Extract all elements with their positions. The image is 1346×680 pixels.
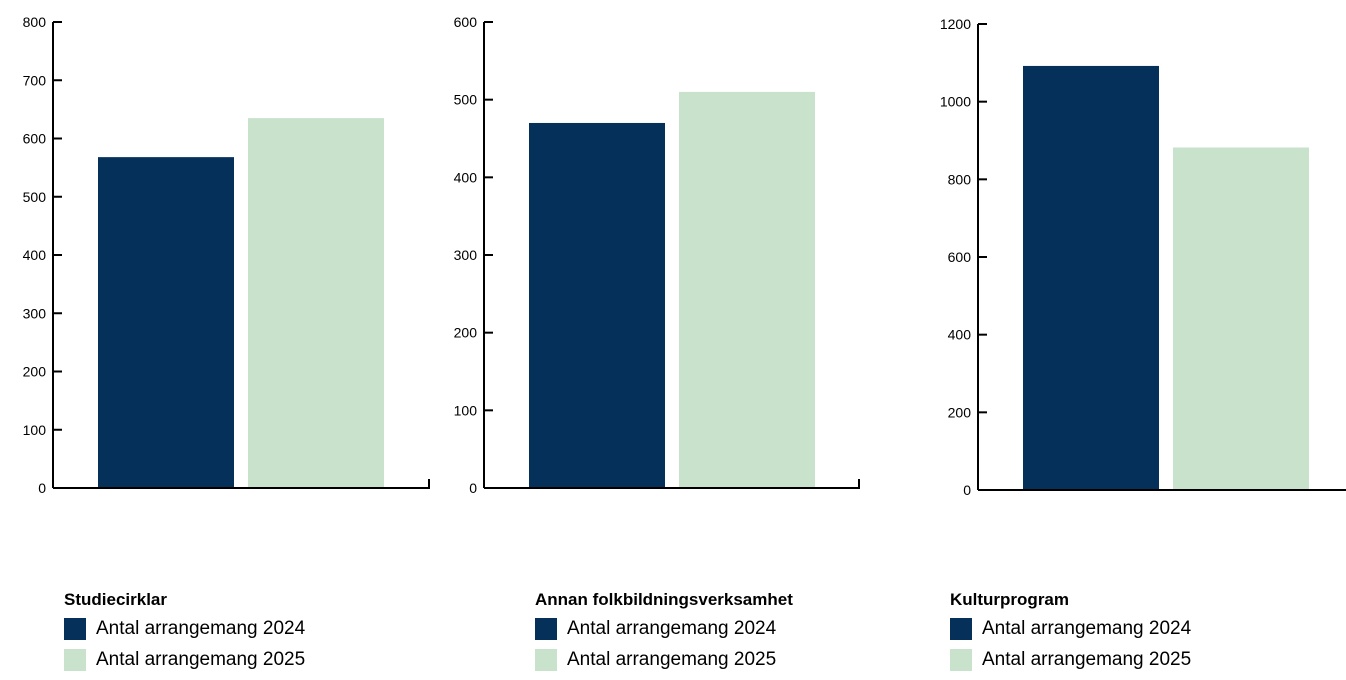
y-tick-label: 700 bbox=[23, 72, 47, 88]
y-tick-label: 100 bbox=[23, 422, 47, 438]
chart-panel-2: 0 200 400 600 800 1000 1200 bbox=[940, 16, 1346, 498]
y-tick-label: 500 bbox=[23, 189, 47, 205]
legend-item-2024: Antal arrangemang 2024 bbox=[950, 618, 1191, 640]
legend-title: Annan folkbildningsverksamhet bbox=[535, 590, 793, 609]
legend-studiecirklar: Studiecirklar Antal arrangemang 2024 Ant… bbox=[64, 590, 305, 680]
y-tick-label: 400 bbox=[454, 169, 478, 185]
y-tick-label: 400 bbox=[23, 247, 47, 263]
y-tick-label: 800 bbox=[23, 14, 47, 30]
legend-swatch-2024 bbox=[950, 618, 972, 640]
y-tick-label: 100 bbox=[454, 402, 478, 418]
bar-2025 bbox=[248, 118, 384, 489]
legend-label-2024: Antal arrangemang 2024 bbox=[96, 618, 306, 639]
legend-item-2025: Antal arrangemang 2025 bbox=[535, 649, 793, 671]
y-tick-label: 200 bbox=[948, 404, 972, 420]
y-tick-label: 600 bbox=[948, 249, 972, 265]
legend-swatch-2025 bbox=[64, 649, 86, 671]
bar-2024 bbox=[1023, 65, 1159, 490]
legend-item-2025: Antal arrangemang 2025 bbox=[950, 649, 1191, 671]
legend-title: Studiecirklar bbox=[64, 590, 167, 609]
bar-2025 bbox=[679, 91, 815, 489]
bar-2024 bbox=[98, 157, 234, 488]
legend-label-2025: Antal arrangemang 2025 bbox=[96, 649, 306, 670]
legend-label-2024: Antal arrangemang 2024 bbox=[982, 618, 1192, 639]
bar-2025 bbox=[1173, 147, 1309, 491]
y-tick-label: 1200 bbox=[940, 16, 971, 32]
legend-swatch-2025 bbox=[535, 649, 557, 671]
y-tick-label: 0 bbox=[469, 480, 477, 496]
y-tick-label: 0 bbox=[963, 482, 971, 498]
legend-label-2024: Antal arrangemang 2024 bbox=[567, 618, 777, 639]
legend-swatch-2024 bbox=[64, 618, 86, 640]
y-tick-label: 200 bbox=[23, 364, 47, 380]
y-tick-label: 400 bbox=[948, 327, 972, 343]
legend-item-2024: Antal arrangemang 2024 bbox=[535, 618, 793, 640]
chart-panel-0: 0 100 200 300 400 500 600 700 800 bbox=[23, 14, 430, 496]
chart-panel-1: 0 100 200 300 400 500 600 bbox=[454, 14, 860, 496]
y-tick-label: 600 bbox=[23, 131, 47, 147]
y-tick-label: 500 bbox=[454, 92, 478, 108]
legend-label-2025: Antal arrangemang 2025 bbox=[567, 649, 777, 670]
legend-title: Kulturprogram bbox=[950, 590, 1069, 609]
y-tick-label: 300 bbox=[23, 305, 47, 321]
legend-item-2025: Antal arrangemang 2025 bbox=[64, 649, 305, 671]
legend-swatch-2024 bbox=[535, 618, 557, 640]
bar-2024 bbox=[529, 122, 665, 488]
legend-label-2025: Antal arrangemang 2025 bbox=[982, 649, 1192, 670]
y-tick-label: 600 bbox=[454, 14, 478, 30]
y-tick-label: 800 bbox=[948, 171, 972, 187]
legend-kulturprogram: Kulturprogram Antal arrangemang 2024 Ant… bbox=[950, 590, 1191, 680]
legend-swatch-2025 bbox=[950, 649, 972, 671]
legend-annan-folkbildningsverksamhet: Annan folkbildningsverksamhet Antal arra… bbox=[535, 590, 793, 680]
legend-item-2024: Antal arrangemang 2024 bbox=[64, 618, 305, 640]
y-tick-label: 0 bbox=[38, 480, 46, 496]
y-tick-label: 200 bbox=[454, 325, 478, 341]
y-tick-label: 300 bbox=[454, 247, 478, 263]
y-tick-label: 1000 bbox=[940, 94, 971, 110]
